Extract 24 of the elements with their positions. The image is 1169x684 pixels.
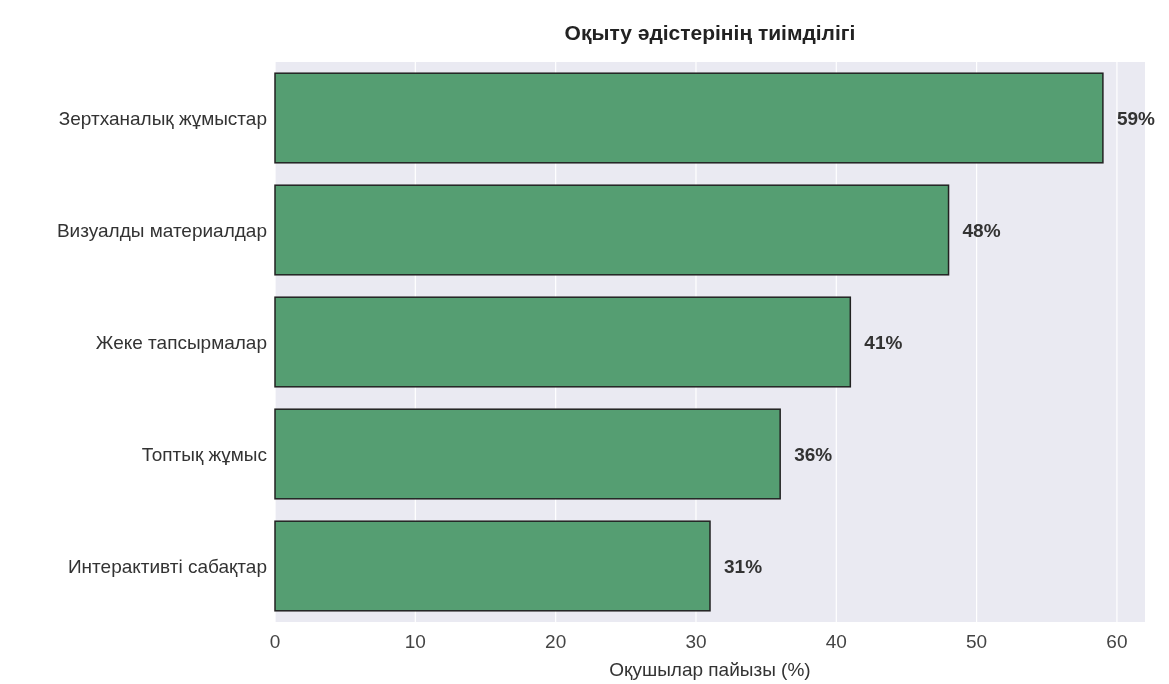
bar: [274, 184, 950, 276]
data-label: 31%: [724, 555, 763, 577]
bar: [274, 72, 1104, 164]
x-tick-label: 40: [825, 631, 847, 652]
x-tick-label: 50: [966, 631, 988, 652]
x-tick-label: 20: [545, 631, 567, 652]
x-tick-label: 60: [1106, 631, 1128, 652]
y-tick-label: Зертханалық жұмыстар: [58, 107, 267, 129]
x-tick-label: 0: [269, 631, 281, 652]
y-tick-label: Визуалды материалдар: [56, 219, 267, 241]
data-label: 59%: [1116, 107, 1156, 129]
y-tick-label: Интерактивті сабақтар: [67, 555, 267, 577]
x-axis-title: Оқушылар пайызы (%): [609, 659, 811, 680]
x-tick-label: 10: [404, 631, 426, 652]
bar: [274, 520, 711, 612]
bar: [274, 296, 852, 388]
chart-title: Оқыту әдістерінің тиімділігі: [564, 21, 856, 44]
y-tick-label: Жеке тапсырмалар: [95, 331, 267, 353]
data-label: 41%: [864, 331, 903, 353]
y-tick-label: Топтық жұмыс: [141, 443, 267, 465]
data-label: 48%: [962, 219, 1001, 241]
x-tick-label: 30: [685, 631, 707, 652]
data-label: 36%: [794, 443, 833, 465]
bar: [274, 408, 781, 500]
